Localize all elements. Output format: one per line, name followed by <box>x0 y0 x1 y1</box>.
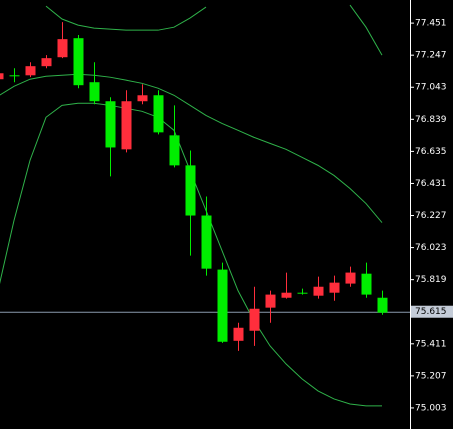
candle-body <box>345 272 356 284</box>
candle-body <box>153 95 164 133</box>
y-tick-label: 76.839 <box>415 115 447 125</box>
candle-body <box>185 165 196 216</box>
bollinger-band <box>45 5 207 31</box>
candle-body <box>281 292 292 298</box>
candle-body <box>377 297 388 313</box>
candle-body <box>249 308 260 331</box>
candle-body <box>41 58 52 67</box>
candle-body <box>329 282 340 293</box>
y-tick-label: 77.247 <box>415 51 447 61</box>
y-tick-label: 76.635 <box>415 147 447 157</box>
y-tick-label: 77.451 <box>415 19 447 29</box>
y-tick-label: 75.819 <box>415 275 447 285</box>
candle-body <box>169 135 180 166</box>
y-tick-label: 75.207 <box>415 371 447 381</box>
candle-body <box>121 101 132 150</box>
y-tick-label: 77.043 <box>415 83 447 93</box>
bollinger-band <box>0 73 383 223</box>
bollinger-band <box>349 4 383 56</box>
y-tick-label: 75.003 <box>415 403 447 413</box>
y-tick-label: 76.227 <box>415 211 447 221</box>
candle-body <box>105 101 116 148</box>
candle-body <box>297 292 308 294</box>
candle-body <box>57 39 68 58</box>
current-price-label-bg <box>411 305 453 318</box>
candle-body <box>217 269 228 342</box>
candle-body <box>89 82 100 102</box>
candle-body <box>361 273 372 295</box>
plot-area <box>0 4 410 407</box>
candle-body <box>313 286 324 296</box>
candle-body <box>25 66 36 76</box>
y-tick-label: 75.411 <box>415 339 447 349</box>
candle-body <box>265 294 276 308</box>
candle-body <box>201 215 212 269</box>
candle-body <box>0 73 4 80</box>
candle-body <box>9 75 20 77</box>
y-tick-label: 76.023 <box>415 243 447 253</box>
candle-body <box>137 95 148 102</box>
price-axis: 77.451 77.247 77.043 76.839 76.635 76.431 76.2… <box>410 19 453 413</box>
candle-body <box>233 327 244 341</box>
y-tick-label: 76.431 <box>415 179 447 189</box>
candle-body <box>73 38 84 86</box>
y-tick-label: 75.615 <box>415 307 447 317</box>
